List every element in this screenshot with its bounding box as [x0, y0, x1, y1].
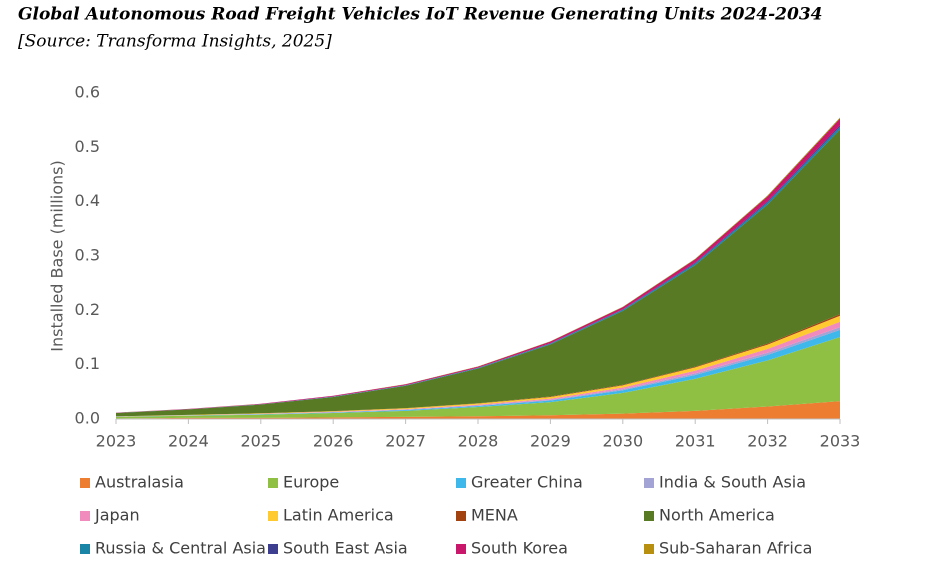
legend-label: South Korea — [471, 539, 568, 558]
legend-swatch — [268, 478, 278, 488]
x-tick-label: 2028 — [458, 432, 499, 451]
area — [116, 401, 840, 419]
legend-label: Europe — [283, 473, 339, 492]
area — [116, 129, 840, 417]
legend-swatch — [456, 478, 466, 488]
x-tick-label: 2027 — [385, 432, 426, 451]
legend-swatch — [80, 544, 90, 554]
legend-label: Sub-Saharan Africa — [659, 539, 812, 558]
y-axis-label: Installed Base (millions) — [48, 160, 67, 351]
y-tick-label: 0.3 — [75, 246, 100, 265]
y-tick-label: 0.4 — [75, 191, 100, 210]
legend-label: Japan — [94, 506, 140, 525]
x-tick-label: 2032 — [747, 432, 788, 451]
legend-label: MENA — [471, 506, 518, 525]
legend-swatch — [268, 511, 278, 521]
legend-label: Latin America — [283, 506, 394, 525]
legend-label: Greater China — [471, 473, 583, 492]
legend-swatch — [644, 478, 654, 488]
legend-swatch — [456, 544, 466, 554]
x-tick-label: 2029 — [530, 432, 571, 451]
chart-title: Global Autonomous Road Freight Vehicles … — [18, 5, 822, 25]
legend-label: Russia & Central Asia — [95, 539, 266, 558]
y-tick-label: 0.2 — [75, 300, 100, 319]
legend-label: India & South Asia — [659, 473, 806, 492]
y-tick-label: 0.1 — [75, 354, 100, 373]
y-tick-label: 0.5 — [75, 137, 100, 156]
area — [116, 336, 840, 419]
legend-swatch — [268, 544, 278, 554]
legend-label: South East Asia — [283, 539, 408, 558]
x-tick-label: 2030 — [602, 432, 643, 451]
x-tick-label: 2024 — [168, 432, 209, 451]
x-tick-label: 2031 — [675, 432, 716, 451]
x-tick-label: 2025 — [240, 432, 281, 451]
y-tick-label: 0.6 — [75, 83, 100, 102]
legend-label: Australasia — [95, 473, 184, 492]
legend-swatch — [456, 511, 466, 521]
legend-swatch — [80, 511, 90, 521]
chart-subtitle: [Source: Transforma Insights, 2025] — [18, 32, 332, 52]
x-tick-label: 2026 — [313, 432, 354, 451]
legend-swatch — [644, 511, 654, 521]
legend-swatch — [80, 478, 90, 488]
legend-swatch — [644, 544, 654, 554]
legend-label: North America — [659, 506, 775, 525]
y-tick-label: 0.0 — [75, 409, 100, 428]
x-tick-label: 2033 — [820, 432, 861, 451]
x-tick-label: 2023 — [96, 432, 137, 451]
